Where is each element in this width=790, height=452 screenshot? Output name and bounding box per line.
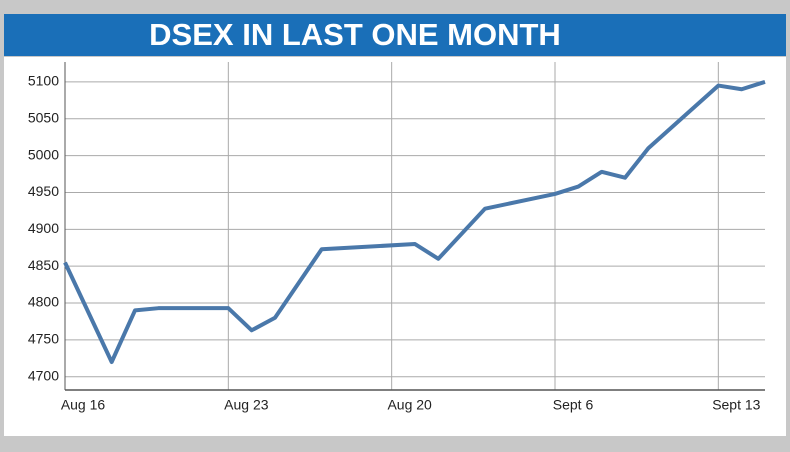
x-tick-label: Sept 6 <box>553 397 594 413</box>
x-tick-label: Sept 13 <box>712 397 760 413</box>
title-bar <box>4 14 786 56</box>
y-tick-label: 4700 <box>28 367 59 383</box>
y-tick-label: 5000 <box>28 146 59 162</box>
data-line <box>63 79 766 364</box>
x-tick-label: Aug 23 <box>224 397 269 413</box>
y-tick-label: 4950 <box>28 183 59 199</box>
y-tick-label: 5100 <box>28 73 59 89</box>
x-tick-label: Aug 20 <box>387 397 432 413</box>
x-tick-label: Aug 16 <box>61 397 106 413</box>
chart-title: DSEX IN LAST ONE MONTH <box>149 17 561 52</box>
y-tick-label: 4850 <box>28 257 59 273</box>
y-tick-label: 4750 <box>28 331 59 347</box>
y-tick-label: 4800 <box>28 294 59 310</box>
y-tick-label: 4900 <box>28 220 59 236</box>
y-tick-label: 5050 <box>28 109 59 125</box>
